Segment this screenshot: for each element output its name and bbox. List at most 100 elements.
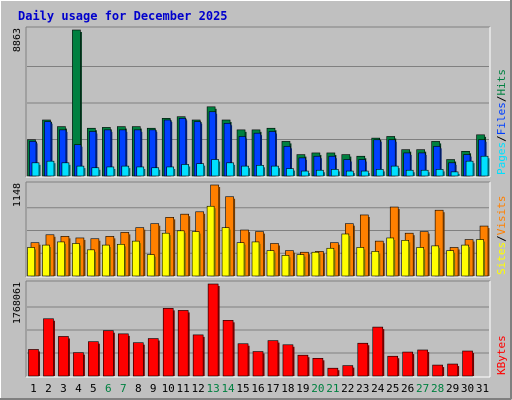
bar-kbytes xyxy=(88,341,99,377)
bar-visits-shadow xyxy=(308,254,310,276)
bar-sites xyxy=(131,240,140,277)
bar-pages-shadow xyxy=(233,164,236,176)
day-label: 25 xyxy=(386,382,399,395)
bar-sites-shadow xyxy=(318,254,321,276)
bar-files-shadow xyxy=(455,164,457,176)
day-label: 10 xyxy=(162,382,175,395)
bar-kbytes xyxy=(252,351,264,377)
bar-kbytes xyxy=(177,310,189,377)
legend-kbytes: KBytes xyxy=(495,335,508,375)
bar-pages-shadow xyxy=(353,173,355,176)
bar-pages xyxy=(360,170,369,177)
bar-visits-shadow xyxy=(158,225,161,276)
bar-kbytes-shadow xyxy=(128,335,130,376)
bar-sites xyxy=(461,244,469,277)
bar-pages-shadow xyxy=(113,168,116,176)
bar-pages-shadow xyxy=(53,163,56,176)
bar-files-shadow xyxy=(245,138,248,176)
bar-pages-shadow xyxy=(383,171,385,176)
bar-pages-shadow xyxy=(308,173,310,176)
bar-sites xyxy=(281,255,290,277)
bar-visits-shadow xyxy=(39,244,41,276)
bar-pages xyxy=(390,165,399,177)
bar-sites xyxy=(191,231,200,277)
bar-kbytes-shadow xyxy=(143,344,145,376)
bar-files-shadow xyxy=(350,161,352,176)
bar-sites-shadow xyxy=(169,235,171,276)
panel-kbytes: 1768061 KBytes xyxy=(12,280,508,378)
bar-visits-shadow xyxy=(98,240,101,276)
bar-pages-shadow xyxy=(98,169,101,176)
legend-visits-sites: Sites/Visits xyxy=(495,196,508,276)
bar-pages xyxy=(450,171,459,177)
bar-pages xyxy=(226,162,234,177)
bar-files-shadow xyxy=(215,113,218,176)
bar-kbytes xyxy=(58,336,69,377)
bar-files-shadow xyxy=(110,131,113,176)
bar-pages xyxy=(166,166,175,177)
panel-hits-files-pages: 8863 Pages/Files/Hits xyxy=(12,26,508,178)
bar-files-shadow xyxy=(200,123,203,176)
chart-title: Daily usage for December 2025 xyxy=(18,9,228,23)
bar-kbytes xyxy=(387,355,399,377)
bar-pages-shadow xyxy=(128,168,131,176)
bar-pages xyxy=(61,162,70,177)
bar-sites-shadow xyxy=(438,247,441,276)
bar-pages-shadow xyxy=(428,172,430,176)
bar-sites xyxy=(72,243,80,277)
bar-sites-shadow xyxy=(229,229,231,276)
y-max-label: 8863 xyxy=(12,28,23,52)
bar-pages-shadow xyxy=(203,165,206,176)
day-label: 22 xyxy=(341,382,354,395)
y-max-label: 1148 xyxy=(12,183,23,207)
day-label: 30 xyxy=(461,382,474,395)
bar-sites-shadow xyxy=(483,241,486,276)
bar-pages xyxy=(211,159,219,177)
bar-sites xyxy=(57,241,65,277)
bar-sites xyxy=(341,233,350,277)
bar-pages xyxy=(420,169,429,177)
bar-sites-shadow xyxy=(244,244,246,276)
bar-visits-shadow xyxy=(428,233,430,276)
bar-kbytes-shadow xyxy=(113,332,115,376)
bar-kbytes-shadow xyxy=(248,345,250,376)
bar-files-shadow xyxy=(275,133,277,176)
bar-visits-shadow xyxy=(323,253,325,276)
bar-sites xyxy=(117,243,125,277)
bar-sites xyxy=(401,240,409,277)
bar-sites-shadow xyxy=(199,233,201,276)
bar-visits-shadow xyxy=(488,228,490,276)
bar-kbytes-shadow xyxy=(367,345,370,376)
bar-kbytes-shadow xyxy=(203,336,205,376)
bar-pages xyxy=(286,168,294,177)
bar-visits-shadow xyxy=(353,225,355,276)
bar-visits-shadow xyxy=(413,235,415,276)
bar-visits-shadow xyxy=(188,216,191,276)
bar-pages-shadow xyxy=(263,167,266,176)
bar-pages xyxy=(465,160,474,177)
bar-visits-shadow xyxy=(383,243,385,276)
bar-sites xyxy=(386,237,395,277)
bar-files-shadow xyxy=(395,141,397,176)
bar-sites xyxy=(326,247,335,277)
day-labels: 1 2 3 4 5 6 7 8 9 10 11 12 13 14 15 16 17 18 19 20 21 22 23 24 2… xyxy=(30,382,489,395)
bar-sites xyxy=(266,250,275,277)
bar-pages xyxy=(480,155,489,177)
bar-pages-shadow xyxy=(338,171,340,176)
bar-sites-shadow xyxy=(288,257,291,276)
bar-sites xyxy=(416,247,424,277)
bar-sites-shadow xyxy=(468,247,471,276)
bar-sites-shadow xyxy=(303,256,306,276)
day-label: 4 xyxy=(75,382,82,395)
bar-kbytes xyxy=(267,340,279,377)
bar-files-shadow xyxy=(125,131,128,176)
bar-pages xyxy=(271,165,279,177)
bar-files-shadow xyxy=(140,131,143,176)
bar-sites-shadow xyxy=(453,252,456,276)
bar-visits-shadow xyxy=(368,216,370,276)
bar-files-shadow xyxy=(155,131,158,176)
bar-files-shadow xyxy=(170,121,173,176)
bar-kbytes xyxy=(147,338,159,377)
bar-visits-shadow xyxy=(218,187,221,276)
day-label: 6 xyxy=(105,382,112,395)
